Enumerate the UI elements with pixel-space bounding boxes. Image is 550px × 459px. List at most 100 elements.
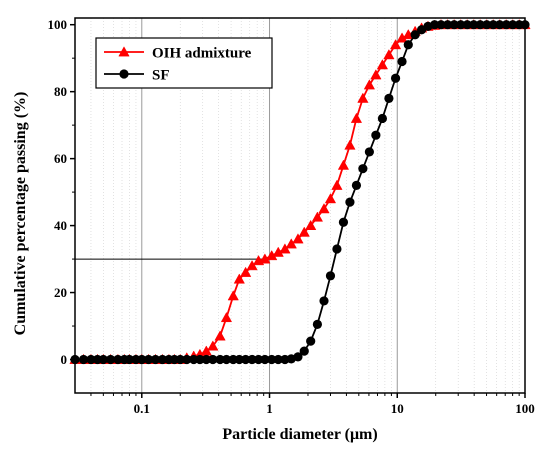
- x-tick-label: 1: [266, 401, 273, 416]
- data-point-sf: [241, 354, 251, 365]
- data-point-oih-admixture: [285, 238, 297, 249]
- data-point-sf: [397, 56, 407, 67]
- data-point-sf: [325, 271, 336, 281]
- data-point-sf: [157, 354, 168, 365]
- data-point-oih-admixture: [279, 243, 291, 254]
- data-point-oih-admixture: [383, 49, 395, 60]
- data-point-oih-admixture: [227, 290, 239, 301]
- data-point-oih-admixture: [233, 273, 245, 284]
- data-point-sf: [390, 73, 401, 83]
- data-point-oih-admixture: [363, 79, 376, 90]
- data-point-sf: [137, 354, 147, 365]
- data-point-sf: [508, 20, 518, 30]
- x-tick-label: 100: [515, 401, 535, 416]
- data-point-sf: [482, 20, 492, 30]
- data-point-sf: [475, 20, 485, 30]
- legend-label-sf: SF: [152, 68, 170, 84]
- x-tick-label: 0.1: [134, 401, 150, 416]
- y-tick-label: 0: [61, 352, 68, 367]
- data-point-sf: [124, 354, 135, 365]
- y-tick-label: 20: [54, 285, 67, 300]
- data-point-sf: [377, 113, 388, 124]
- data-point-oih-admixture: [305, 219, 317, 230]
- y-tick-label: 60: [54, 151, 67, 166]
- data-point-sf: [469, 20, 479, 30]
- data-point-sf: [501, 20, 511, 30]
- data-point-sf: [429, 20, 440, 30]
- data-point-sf: [98, 354, 108, 365]
- legend-marker-sf: [119, 69, 129, 79]
- data-point-sf: [371, 130, 381, 140]
- series-sf: [70, 20, 530, 365]
- legend-box: [95, 37, 273, 89]
- data-point-sf: [273, 354, 283, 365]
- data-point-sf: [215, 354, 225, 365]
- data-point-oih-admixture: [246, 260, 258, 271]
- data-point-oih-admixture: [376, 59, 389, 70]
- data-point-sf: [150, 354, 161, 365]
- data-point-sf: [247, 354, 257, 365]
- data-point-oih-admixture: [207, 340, 219, 351]
- legend-marker-oih-admixture: [118, 46, 130, 57]
- x-axis-title: Particle diameter (μm): [222, 426, 377, 443]
- y-tick-label: 40: [54, 218, 67, 233]
- x-tick-label: 10: [391, 401, 404, 416]
- plot-frame: [74, 17, 526, 394]
- data-point-oih-admixture: [331, 179, 343, 190]
- legend: OIH admixture SF: [95, 37, 273, 89]
- data-point-sf: [113, 354, 123, 365]
- data-point-sf: [410, 30, 420, 40]
- data-point-oih-admixture: [318, 203, 330, 214]
- data-point-oih-admixture: [214, 330, 226, 341]
- y-tick-label: 100: [48, 17, 68, 32]
- series-layer: [69, 18, 531, 365]
- data-point-sf: [182, 354, 192, 365]
- data-point-oih-admixture: [344, 139, 356, 150]
- data-point-sf: [175, 354, 185, 365]
- data-point-sf: [195, 354, 205, 365]
- data-point-sf: [86, 354, 96, 365]
- data-point-oih-admixture: [240, 266, 252, 277]
- data-point-sf: [436, 20, 446, 30]
- data-point-oih-admixture: [337, 159, 350, 170]
- data-point-sf: [143, 354, 154, 365]
- data-point-sf: [332, 244, 342, 254]
- data-point-sf: [358, 164, 368, 174]
- data-point-sf: [293, 352, 303, 362]
- data-point-oih-admixture: [389, 39, 402, 50]
- data-point-sf: [260, 354, 270, 365]
- data-point-sf: [449, 20, 459, 30]
- data-point-oih-admixture: [357, 92, 369, 103]
- data-point-oih-admixture: [370, 69, 382, 80]
- data-point-oih-admixture: [220, 311, 233, 323]
- data-point-sf: [234, 354, 244, 365]
- data-point-sf: [495, 20, 505, 30]
- data-point-sf: [106, 354, 116, 365]
- axis-layer: 0.1 1 10 100 0 20 40 60 80 100: [48, 17, 535, 416]
- data-point-sf: [338, 217, 349, 227]
- data-point-sf: [201, 354, 211, 365]
- data-point-oih-admixture: [311, 211, 324, 222]
- data-point-sf: [443, 20, 453, 30]
- y-tick-label: 80: [54, 84, 67, 99]
- legend-items: OIH admixture SF: [104, 46, 252, 84]
- data-point-sf: [456, 20, 466, 30]
- data-point-sf: [351, 180, 362, 191]
- data-point-oih-admixture: [298, 226, 310, 237]
- data-point-oih-admixture: [350, 112, 363, 123]
- data-point-sf: [208, 354, 218, 365]
- data-point-sf: [345, 197, 355, 207]
- data-point-sf: [364, 147, 374, 157]
- data-point-sf: [253, 354, 264, 365]
- data-point-sf: [221, 354, 232, 365]
- data-point-sf: [312, 319, 322, 329]
- data-point-sf: [78, 354, 89, 365]
- y-axis-title: Cumulative percentage passing (%): [12, 92, 29, 336]
- data-point-sf: [319, 296, 329, 306]
- data-point-oih-admixture: [292, 233, 304, 244]
- data-point-sf: [299, 346, 309, 356]
- data-point-sf: [403, 40, 413, 50]
